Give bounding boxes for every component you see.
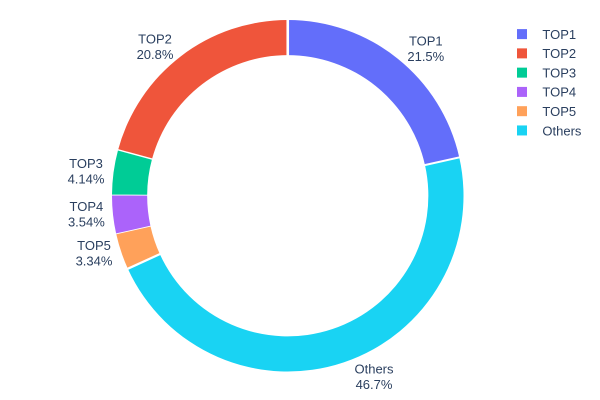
svg-text:TOP1: TOP1 bbox=[542, 27, 576, 42]
svg-text:TOP2: TOP2 bbox=[542, 46, 576, 61]
svg-text:Others: Others bbox=[542, 123, 582, 138]
svg-text:TOP3: TOP3 bbox=[69, 156, 103, 171]
svg-text:TOP2: TOP2 bbox=[138, 32, 172, 47]
svg-text:TOP1: TOP1 bbox=[409, 34, 443, 49]
svg-text:TOP5: TOP5 bbox=[77, 238, 111, 253]
svg-text:TOP3: TOP3 bbox=[542, 65, 576, 80]
svg-text:3.54%: 3.54% bbox=[68, 215, 105, 230]
svg-text:3.34%: 3.34% bbox=[76, 254, 113, 269]
svg-text:4.14%: 4.14% bbox=[68, 172, 105, 187]
svg-text:46.7%: 46.7% bbox=[356, 377, 393, 392]
svg-text:Others: Others bbox=[354, 362, 394, 377]
svg-text:21.5%: 21.5% bbox=[407, 49, 444, 64]
svg-text:TOP4: TOP4 bbox=[542, 85, 576, 100]
svg-text:TOP4: TOP4 bbox=[70, 199, 104, 214]
svg-text:20.8%: 20.8% bbox=[137, 47, 174, 62]
svg-text:TOP5: TOP5 bbox=[542, 104, 576, 119]
